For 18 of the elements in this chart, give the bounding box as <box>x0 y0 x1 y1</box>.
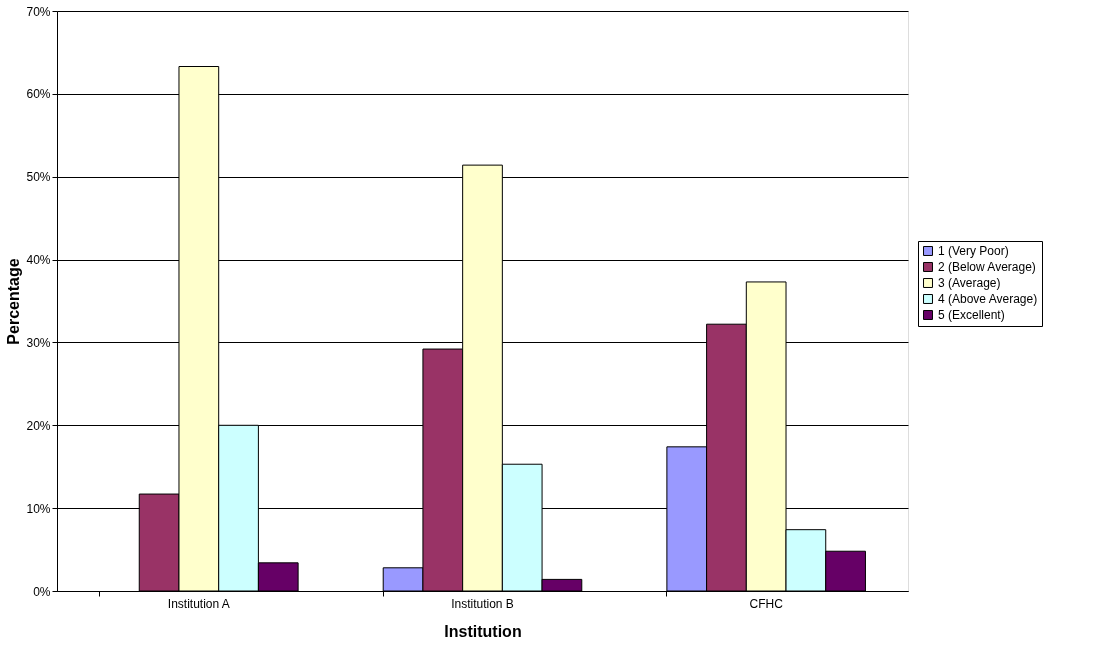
x-tick-label: Institution B <box>451 596 514 611</box>
legend-label: 4 (Above Average) <box>938 292 1038 306</box>
x-tick-label: CFHC <box>749 596 784 611</box>
y-tick-label: 20% <box>26 418 51 433</box>
y-tick-label: 60% <box>26 87 51 102</box>
y-tick-label: 40% <box>26 253 51 268</box>
legend-label: 2 (Below Average) <box>938 260 1036 274</box>
y-axis-title: Percentage <box>5 258 23 345</box>
x-axis-title: Institution <box>444 622 522 640</box>
y-tick-label: 50% <box>26 170 51 185</box>
y-tick-label: 70% <box>26 4 51 19</box>
y-tick-label: 0% <box>33 584 51 599</box>
legend-label: 1 (Very Poor) <box>938 244 1009 258</box>
y-tick-label: 30% <box>26 335 51 350</box>
legend-label: 5 (Excellent) <box>938 308 1005 322</box>
legend-label: 3 (Average) <box>938 276 1001 290</box>
x-tick-label: Institution A <box>167 596 230 611</box>
y-tick-label: 10% <box>26 501 51 516</box>
